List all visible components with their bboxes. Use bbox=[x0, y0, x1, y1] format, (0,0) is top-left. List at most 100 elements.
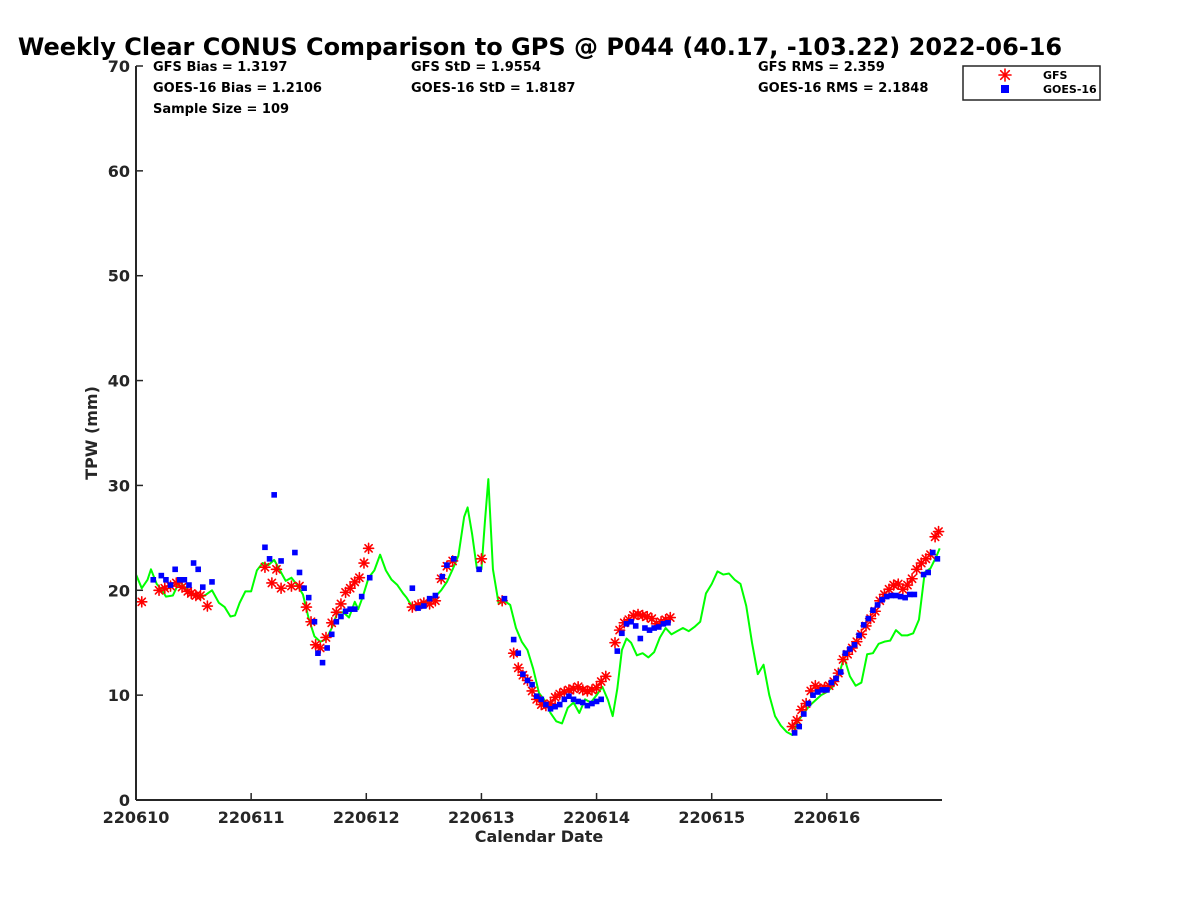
x-tick-label: 220612 bbox=[333, 808, 400, 827]
goes-16-point bbox=[614, 648, 621, 654]
gfs-point bbox=[897, 583, 909, 596]
gfs-point bbox=[599, 670, 612, 683]
gfs-point bbox=[590, 682, 603, 694]
goes-16-point bbox=[296, 569, 303, 576]
goes-16-point bbox=[824, 687, 830, 693]
goes-16-point bbox=[888, 592, 895, 599]
goes-16-point bbox=[847, 646, 853, 652]
gfs-point bbox=[353, 571, 366, 584]
goes-16-point bbox=[646, 627, 653, 633]
gfs-rms-text: GFS RMS = 2.359 bbox=[758, 60, 885, 75]
goes-16-point bbox=[195, 566, 201, 573]
goes-16-point bbox=[262, 544, 268, 551]
goes-16-point bbox=[501, 595, 508, 602]
goes-16-point bbox=[893, 592, 899, 599]
goes-16-point bbox=[925, 569, 931, 576]
legend-marker-goes-16 bbox=[1001, 85, 1009, 93]
gfs-point bbox=[901, 579, 914, 591]
goes-16-point bbox=[176, 577, 183, 583]
goes-16-point bbox=[561, 696, 568, 703]
goes-16-point bbox=[444, 562, 450, 568]
goes-16-point bbox=[543, 701, 549, 708]
y-tick-label: 10 bbox=[108, 686, 130, 705]
goes-16-point bbox=[278, 558, 284, 564]
x-tick-label: 220615 bbox=[678, 808, 745, 827]
goes-16-point bbox=[929, 549, 936, 556]
x-tick-label: 220614 bbox=[563, 808, 630, 827]
goes-16-point bbox=[209, 579, 215, 585]
goes-16-point bbox=[934, 556, 941, 562]
gfs-point bbox=[609, 636, 621, 649]
gfs-point bbox=[475, 553, 488, 565]
goes-16-point bbox=[186, 582, 192, 588]
goes-16-point bbox=[623, 621, 630, 627]
goes-16-point bbox=[842, 650, 849, 656]
goes-16-point bbox=[292, 549, 298, 556]
legend-box bbox=[962, 65, 1101, 101]
goes-16-point bbox=[570, 696, 577, 703]
chart-title: Weekly Clear CONUS Comparison to GPS @ P… bbox=[18, 33, 1062, 61]
gfs-point bbox=[201, 600, 214, 612]
gfs-point bbox=[194, 589, 207, 602]
goes-16-point bbox=[150, 577, 157, 583]
goes-16-point bbox=[533, 693, 540, 699]
goes-16-point bbox=[333, 618, 340, 625]
gfs-point bbox=[135, 596, 148, 608]
gfs-point bbox=[362, 542, 375, 555]
x-tick-label: 220616 bbox=[793, 808, 860, 827]
goes-16-point bbox=[529, 681, 535, 688]
goes-16-point bbox=[791, 730, 798, 736]
y-tick-label: 40 bbox=[108, 372, 130, 391]
goes-16-point bbox=[796, 723, 803, 730]
goes-16-point bbox=[655, 624, 662, 630]
goes-16-point bbox=[358, 593, 365, 600]
gfs-point bbox=[791, 714, 803, 727]
goes-16-point bbox=[538, 696, 545, 703]
goes-16-point bbox=[342, 608, 349, 615]
x-tick-label: 220611 bbox=[218, 808, 285, 827]
goes-16-point bbox=[432, 592, 439, 599]
goes-16-point bbox=[426, 595, 433, 602]
goes-16-point bbox=[301, 585, 307, 591]
goes-16-point bbox=[190, 560, 197, 566]
gfs-point bbox=[786, 720, 799, 733]
legend-marker-gfs bbox=[998, 68, 1012, 82]
goes-16-series bbox=[150, 492, 941, 736]
x-tick-label: 220613 bbox=[448, 808, 515, 827]
x-axis-label: Calendar Date bbox=[475, 827, 604, 846]
goes-16-point bbox=[319, 659, 326, 666]
goes-16-point bbox=[421, 603, 427, 609]
goes-bias-text: GOES-16 Bias = 1.2106 bbox=[153, 81, 322, 96]
goes-16-point bbox=[409, 585, 416, 591]
goes-std-text: GOES-16 StD = 1.8187 bbox=[411, 81, 575, 96]
goes-16-point bbox=[415, 605, 421, 611]
goes-16-point bbox=[911, 591, 918, 598]
goes-16-point bbox=[865, 615, 872, 622]
gfs-point bbox=[512, 662, 525, 674]
gfs-point bbox=[339, 586, 352, 599]
gfs-point bbox=[176, 581, 188, 593]
goes-16-point bbox=[450, 556, 457, 562]
goes-16-point bbox=[351, 606, 358, 612]
goes-16-point bbox=[167, 582, 174, 588]
goes-16-point bbox=[814, 689, 821, 695]
goes-16-point bbox=[547, 705, 554, 712]
goes-16-point bbox=[328, 631, 335, 638]
goes-16-point bbox=[628, 618, 634, 625]
gfs-point bbox=[320, 631, 332, 644]
goes-16-point bbox=[515, 650, 522, 656]
x-tick-label: 220610 bbox=[103, 808, 170, 827]
goes-16-point bbox=[347, 606, 353, 612]
goes-16-point bbox=[584, 702, 591, 709]
goes-16-point bbox=[837, 669, 844, 675]
gfs-point bbox=[259, 561, 271, 574]
goes-16-point bbox=[199, 584, 206, 590]
goes-16-point bbox=[870, 607, 876, 614]
goes-16-point bbox=[819, 687, 826, 693]
gfs-point bbox=[266, 577, 278, 589]
goes-16-point bbox=[637, 635, 644, 642]
goes-16-point bbox=[579, 699, 586, 706]
goes-16-point bbox=[158, 572, 165, 579]
